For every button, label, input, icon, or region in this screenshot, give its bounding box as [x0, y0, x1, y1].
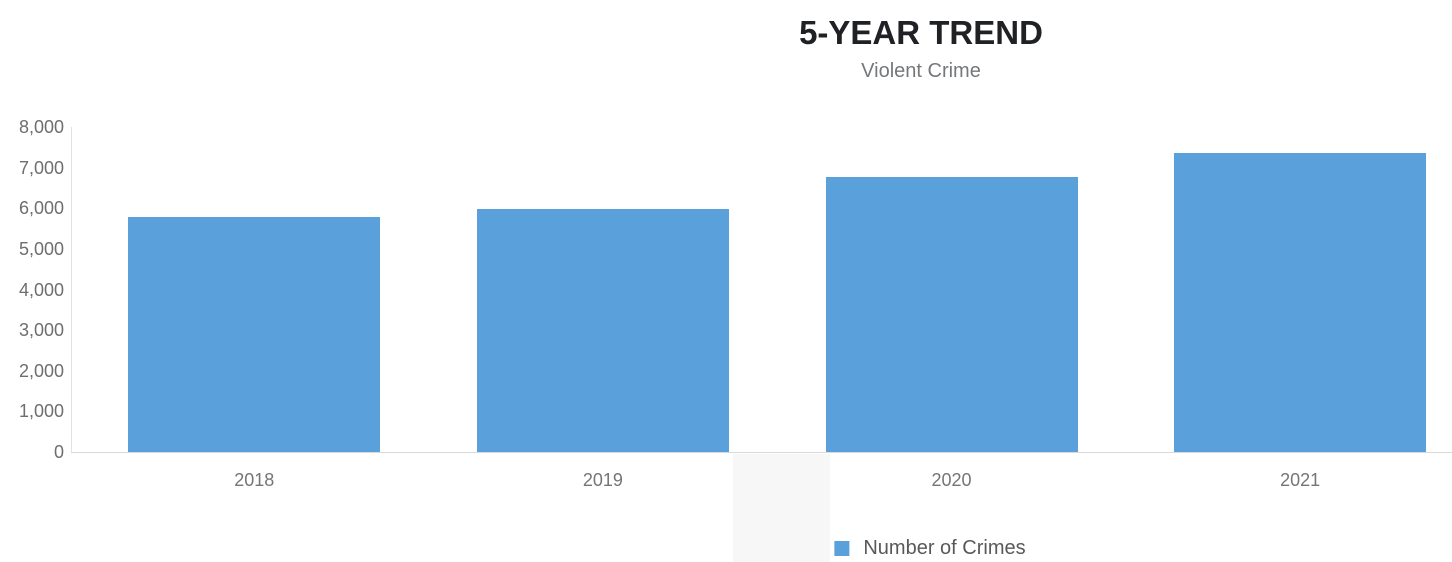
- y-axis-tick-label: 6,000: [18, 198, 64, 219]
- bar-2018[interactable]: [128, 216, 381, 452]
- legend-label: Number of Crimes: [863, 537, 1026, 559]
- y-axis-tick-label: 4,000: [18, 279, 64, 300]
- x-axis-tick-label: 2018: [234, 470, 275, 490]
- y-axis-tick-label: 2,000: [18, 360, 64, 381]
- y-axis-tick-label: 1,000: [18, 401, 64, 422]
- legend: Number of Crimes: [834, 537, 1026, 560]
- y-axis-tick-label: 0: [53, 442, 64, 462]
- chart-subtitle: Violent Crime: [861, 60, 981, 82]
- bar-2021[interactable]: [1174, 153, 1427, 452]
- x-axis-tick-label: 2019: [582, 470, 623, 490]
- bar-2020[interactable]: [825, 176, 1078, 452]
- x-axis-line: [71, 452, 1452, 453]
- legend-swatch-icon: [834, 541, 850, 556]
- bar-2019[interactable]: [476, 208, 729, 452]
- y-axis-line: [71, 127, 72, 452]
- y-axis-tick-label: 7,000: [18, 157, 64, 178]
- chart-title: 5-YEAR TREND: [799, 14, 1043, 51]
- y-axis-tick-label: 5,000: [18, 238, 64, 259]
- y-axis-tick-label: 8,000: [18, 117, 64, 137]
- column-highlight-band: [733, 454, 830, 562]
- x-axis-tick-label: 2021: [1280, 470, 1321, 490]
- y-axis-tick-label: 3,000: [18, 320, 64, 341]
- x-axis-tick-label: 2020: [931, 470, 972, 490]
